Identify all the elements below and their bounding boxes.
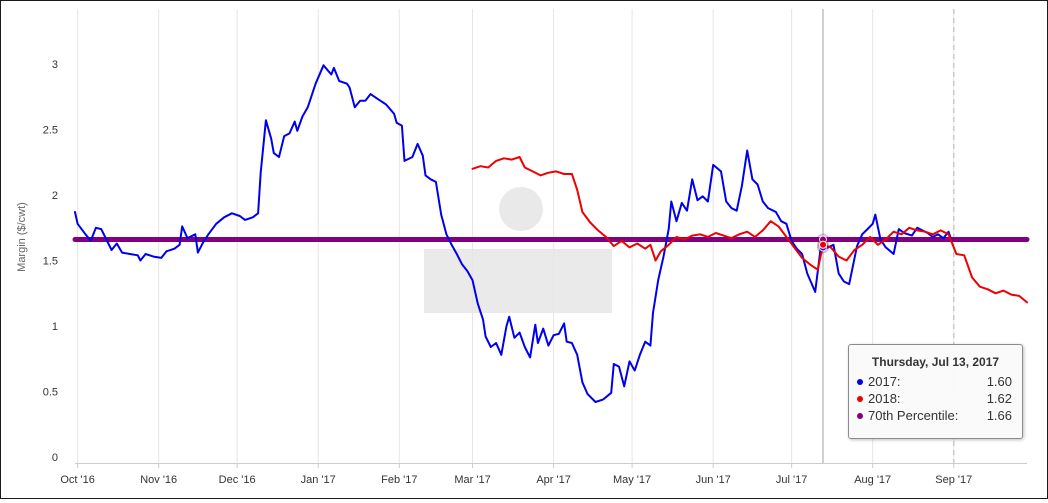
hover-markers <box>817 233 829 254</box>
tooltip-row-2017: 2017: 1.60 <box>849 373 1022 390</box>
x-tick-label: Aug '17 <box>854 474 891 486</box>
watermark-block <box>424 249 612 313</box>
y-tick-label: 0 <box>52 452 58 464</box>
tooltip-value-percentile: 1.66 <box>986 408 1012 423</box>
percentile-dot-icon <box>857 412 863 419</box>
x-tick-label: Mar '17 <box>454 474 490 486</box>
tooltip-label-percentile: 70th Percentile: <box>868 408 959 423</box>
series-line-2017 <box>74 64 953 403</box>
watermark-globe <box>499 187 543 231</box>
y-tick-label: 2 <box>52 190 58 202</box>
series-line-2018 <box>471 156 1028 304</box>
x-axis-ticks: Oct '16 Nov '16 Dec '16 Jan '17 Feb '17 Mar '… <box>60 463 1027 486</box>
tooltip-value-2018: 1.62 <box>986 391 1012 406</box>
watermark-logo <box>424 187 612 313</box>
tooltip-row-percentile: 70th Percentile: 1.66 <box>849 407 1022 424</box>
x-tick-label: Sep '17 <box>935 474 972 486</box>
series-layer <box>72 64 1030 403</box>
y-tick-label: 0.5 <box>43 387 58 399</box>
series-2017-dot-icon <box>857 378 863 385</box>
x-tick-label: Nov '16 <box>140 474 177 486</box>
x-tick-label: Oct '16 <box>60 474 95 486</box>
x-tick-label: Dec '16 <box>219 474 256 486</box>
y-axis-title: Margin ($/cwt) <box>16 202 28 272</box>
hover-marker-2018 <box>819 240 827 249</box>
tooltip-value-2017: 1.60 <box>986 374 1012 389</box>
x-tick-label: Jul '17 <box>776 474 807 486</box>
y-tick-label: 2.5 <box>43 125 58 137</box>
tooltip-label-2018: 2018: <box>868 391 901 406</box>
y-tick-label: 1 <box>52 321 58 333</box>
y-tick-label: 3 <box>52 59 58 71</box>
tooltip-title: Thursday, Jul 13, 2017 <box>871 355 1000 369</box>
x-tick-label: Apr '17 <box>536 474 571 486</box>
tooltip-row-2018: 2018: 1.62 <box>849 390 1022 407</box>
x-tick-label: Jun '17 <box>696 474 731 486</box>
x-tick-label: May '17 <box>613 474 651 486</box>
tooltip-label-2017: 2017: <box>868 374 901 389</box>
x-tick-label: Feb '17 <box>381 474 417 486</box>
series-2018-dot-icon <box>857 395 863 402</box>
x-tick-label: Jan '17 <box>301 474 336 486</box>
y-axis-ticks: 0 0.5 1 1.5 2 2.5 3 <box>43 59 58 464</box>
tooltip: Thursday, Jul 13, 2017 2017: 1.60 2018: … <box>848 344 1023 439</box>
y-tick-label: 1.5 <box>43 256 58 268</box>
